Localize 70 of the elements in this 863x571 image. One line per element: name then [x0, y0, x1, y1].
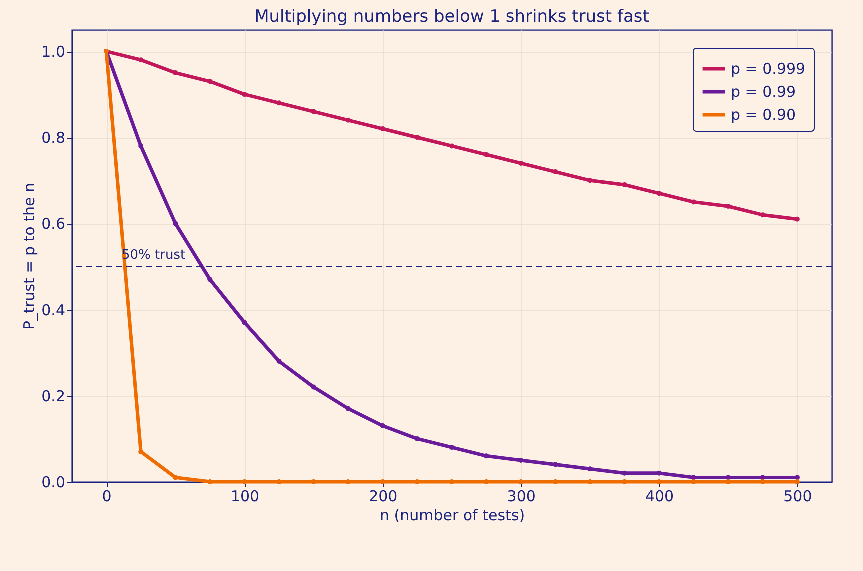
point	[242, 480, 248, 484]
point	[173, 70, 178, 76]
point	[656, 470, 662, 476]
y-tick-label: 0.8	[42, 129, 66, 148]
x-tick-label: 200	[369, 488, 398, 506]
point	[518, 160, 524, 166]
point	[450, 480, 454, 484]
legend-label: p = 0.999	[731, 60, 806, 78]
point	[622, 470, 628, 476]
point	[380, 126, 386, 132]
point	[656, 191, 662, 196]
point	[553, 480, 558, 484]
point	[622, 182, 628, 188]
point	[242, 92, 248, 98]
point	[553, 462, 558, 468]
chart-title: Multiplying numbers below 1 shrinks trust fast	[254, 7, 650, 27]
point	[173, 221, 178, 226]
point	[760, 480, 766, 484]
point	[346, 406, 351, 412]
point	[414, 436, 420, 442]
x-tick-label: 500	[784, 488, 812, 506]
point	[484, 152, 490, 158]
point	[691, 200, 696, 205]
x-tick-label: 400	[645, 488, 674, 506]
point	[484, 454, 490, 459]
point	[588, 178, 593, 184]
legend-label: p = 0.90	[731, 106, 796, 124]
x-tick-label: 100	[230, 488, 260, 506]
point	[622, 480, 628, 484]
point	[518, 480, 524, 484]
y-tick-label: 0.4	[42, 301, 66, 320]
point	[656, 480, 662, 484]
point	[414, 135, 420, 140]
point	[138, 449, 144, 454]
point	[208, 277, 213, 282]
x-tick-label: 300	[507, 488, 536, 506]
point	[588, 480, 593, 484]
y-tick-label: 0.2	[42, 387, 66, 406]
point	[794, 216, 800, 222]
point	[760, 212, 766, 218]
point	[276, 100, 282, 106]
x-axis-title: n (number of tests)	[380, 506, 526, 524]
point	[588, 466, 593, 472]
point	[346, 118, 351, 123]
y-axis-title: P_trust = p to the n	[20, 183, 39, 330]
point	[173, 475, 178, 480]
point	[208, 79, 213, 84]
point	[450, 144, 454, 149]
y-tick-label: 0.6	[42, 215, 66, 234]
point	[346, 480, 351, 484]
point	[208, 480, 213, 484]
point	[553, 170, 558, 175]
point	[276, 358, 282, 364]
point	[450, 445, 454, 450]
point	[138, 144, 144, 149]
point	[380, 424, 386, 429]
point	[311, 384, 316, 390]
point	[518, 458, 524, 463]
y-tick-label: 1.0	[42, 43, 66, 62]
point	[311, 109, 316, 114]
point	[726, 204, 731, 209]
point	[311, 480, 316, 484]
point	[138, 58, 144, 63]
y-tick-label: 0.0	[42, 474, 66, 492]
x-tick-label: 0	[102, 488, 112, 506]
point	[276, 480, 282, 484]
point	[726, 480, 731, 484]
point	[691, 480, 696, 484]
point	[242, 320, 248, 326]
legend-label: p = 0.99	[731, 83, 796, 101]
